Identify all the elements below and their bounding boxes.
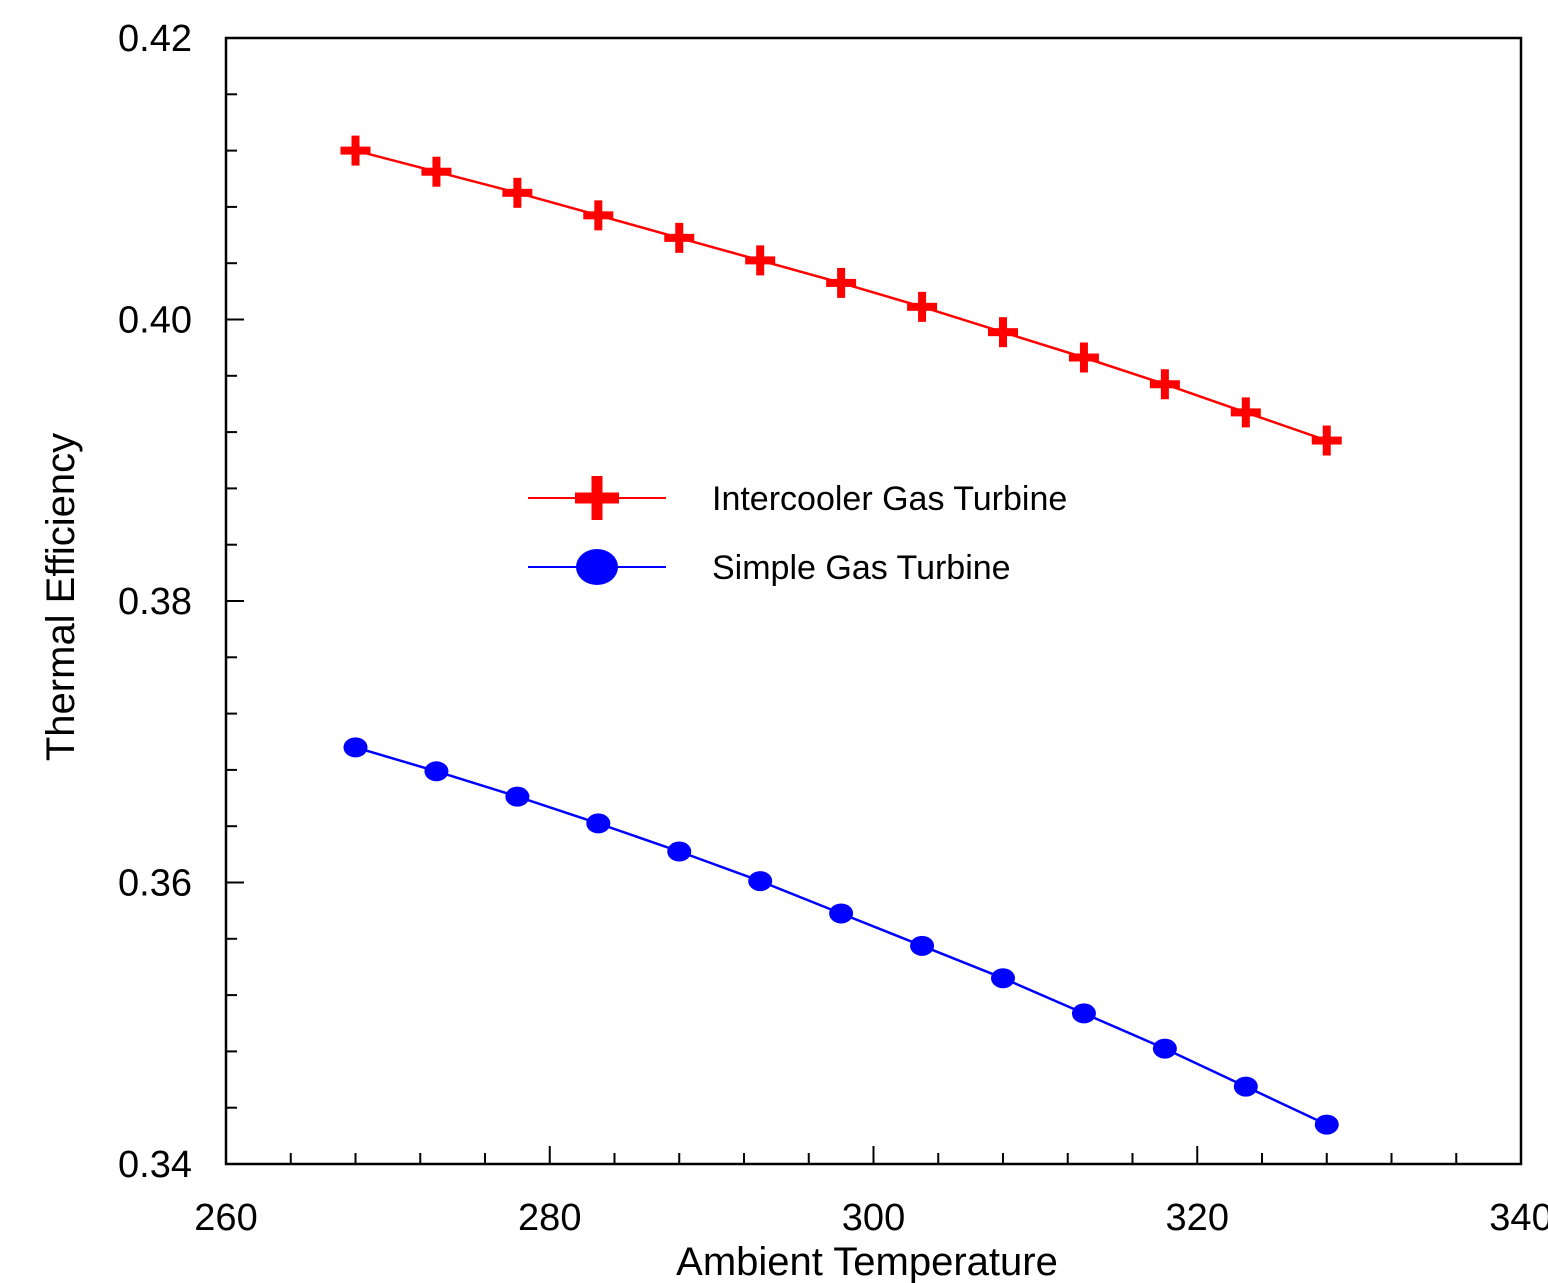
data-point-plus <box>664 222 695 253</box>
legend-label: Intercooler Gas Turbine <box>712 480 1067 518</box>
plus-bar-vertical <box>1079 342 1088 373</box>
data-point-plus <box>421 156 452 187</box>
data-point-circle <box>424 761 449 782</box>
x-tick-label: 340 <box>1489 1197 1548 1239</box>
legend-marker-circle <box>576 549 618 585</box>
data-point-plus <box>1230 397 1261 428</box>
plus-bar-vertical <box>837 267 846 298</box>
data-point-plus <box>907 291 938 322</box>
series-0 <box>340 135 1342 456</box>
data-point-circle <box>1233 1076 1258 1097</box>
legend-item-0: Intercooler Gas Turbine <box>528 476 1067 520</box>
x-tick-label: 260 <box>194 1197 257 1239</box>
series-layer <box>340 135 1342 1135</box>
plus-bar-vertical <box>513 177 522 208</box>
data-point-plus <box>1311 425 1342 456</box>
data-point-circle <box>505 786 530 807</box>
series-1 <box>343 737 1339 1135</box>
plus-bar-vertical <box>1241 397 1250 428</box>
y-tick-label: 0.38 <box>118 581 192 623</box>
y-tick-label: 0.34 <box>118 1144 192 1186</box>
data-point-circle <box>667 841 692 862</box>
legend-marker-plus <box>575 476 619 520</box>
plus-bar-vertical <box>675 222 684 253</box>
plus-bar-vertical <box>1322 425 1331 456</box>
plot-area-border <box>224 36 1523 1166</box>
data-point-circle <box>343 737 368 758</box>
y-tick-label: 0.36 <box>118 863 192 905</box>
data-point-circle <box>1152 1038 1177 1059</box>
x-axis-ticks: 260 280 300 320 340 <box>194 1146 1548 1239</box>
plus-bar-vertical <box>351 135 360 166</box>
data-point-plus <box>745 245 776 276</box>
data-point-plus <box>1149 369 1180 400</box>
plus-bar-vertical <box>1160 369 1169 400</box>
y-tick-label: 0.40 <box>118 300 192 342</box>
y-axis-ticks: 0.34 0.36 0.38 0.40 0.42 <box>118 18 244 1186</box>
data-point-plus <box>502 177 533 208</box>
data-point-circle <box>586 813 611 834</box>
data-point-circle <box>1071 1003 1096 1024</box>
legend: Intercooler Gas Turbine Simple Gas Turbin… <box>528 476 1067 587</box>
plus-bar-vertical <box>918 291 927 322</box>
legend-item-1: Simple Gas Turbine <box>528 549 1011 587</box>
plus-bar-vertical <box>999 317 1007 348</box>
data-point-plus <box>826 267 857 298</box>
series-line <box>355 746 1328 1126</box>
legend-label: Simple Gas Turbine <box>712 549 1011 587</box>
plot-frame <box>224 36 1523 1166</box>
data-point-circle <box>829 903 854 924</box>
y-axis-title: Thermal Efficiency <box>39 433 83 761</box>
x-tick-label: 280 <box>518 1197 581 1239</box>
plus-bar-vertical <box>591 476 603 520</box>
data-point-plus <box>988 317 1018 348</box>
data-point-circle <box>1314 1114 1339 1135</box>
data-point-plus <box>583 200 614 231</box>
data-point-plus <box>1068 342 1099 373</box>
x-tick-label: 320 <box>1166 1197 1229 1239</box>
data-point-circle <box>748 871 773 892</box>
plus-bar-vertical <box>432 156 441 187</box>
plus-bar-vertical <box>756 245 765 276</box>
data-point-circle <box>910 935 935 956</box>
data-point-plus <box>340 135 371 166</box>
y-tick-label: 0.42 <box>118 18 192 60</box>
data-point-circle <box>991 968 1015 989</box>
plus-bar-vertical <box>594 200 603 231</box>
x-tick-label: 300 <box>842 1197 905 1239</box>
x-axis-title: Ambient Temperature <box>676 1240 1058 1283</box>
